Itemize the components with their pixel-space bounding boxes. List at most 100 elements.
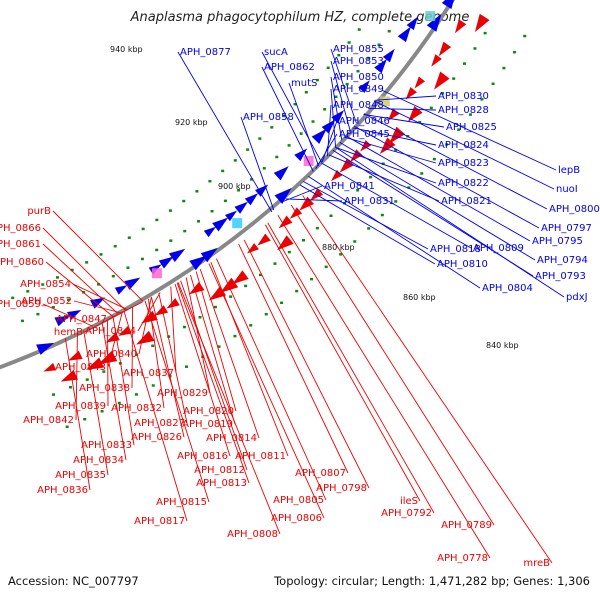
forward-gene-label: APH_0797 xyxy=(541,223,592,234)
tick-dot xyxy=(155,248,159,252)
reverse-gene-label: APH_0805 xyxy=(273,495,324,506)
leader-line xyxy=(151,297,185,438)
forward-gene-label: APH_0848 xyxy=(333,100,384,111)
reverse-gene-label: APH_0792 xyxy=(381,508,432,519)
reverse-gene-label: APH_0844 xyxy=(85,326,136,337)
tick-dot xyxy=(334,95,338,99)
reverse-gene-arrow xyxy=(85,357,105,371)
forward-gene-label: APH_0855 xyxy=(333,44,384,55)
tick-dot xyxy=(111,274,115,278)
reverse-gene-label: APH_0839 xyxy=(55,401,106,412)
reverse-gene-arrow xyxy=(256,233,272,246)
reverse-gene-label: hemB xyxy=(54,327,83,338)
reverse-gene-label: APH_0807 xyxy=(295,468,346,479)
leader-line xyxy=(83,330,109,476)
leader-line xyxy=(84,314,118,333)
tick-dot xyxy=(213,305,217,309)
leader-line xyxy=(174,283,231,457)
tick-dot xyxy=(293,102,297,106)
leader-line xyxy=(339,141,536,261)
reverse-gene-arrow xyxy=(438,41,452,57)
leader-line xyxy=(158,293,188,424)
tick-dot xyxy=(99,253,103,256)
reverse-gene-arrow xyxy=(42,362,57,372)
reverse-gene-label: mreB xyxy=(523,558,550,569)
reverse-gene-arrow xyxy=(219,277,239,294)
tick-dot xyxy=(52,393,56,396)
reverse-gene-label: APH_0813 xyxy=(196,478,247,489)
leader-line xyxy=(290,204,495,526)
forward-gene-arrow xyxy=(234,201,249,215)
reverse-gene-label: APH_0798 xyxy=(316,483,367,494)
reverse-gene-label: APH_0826 xyxy=(131,432,182,443)
leader-line xyxy=(199,268,260,439)
reverse-gene-label: APH_0814 xyxy=(206,433,257,444)
tick-dot xyxy=(55,276,59,279)
forward-gene-arrow xyxy=(273,165,290,181)
tick-dot xyxy=(480,98,484,101)
tick-dot xyxy=(315,226,319,230)
tick-dot xyxy=(262,167,266,170)
accession-label: Accession: NC_007797 xyxy=(8,574,139,588)
tick-dot xyxy=(356,69,360,73)
forward-gene-arrow xyxy=(406,15,419,31)
rna-feature-block xyxy=(379,96,390,107)
tick-dot xyxy=(183,229,187,233)
forward-gene-label: APH_0800 xyxy=(549,204,600,215)
reverse-gene-label: APH_0808 xyxy=(227,529,278,540)
leader-line-layer xyxy=(42,48,565,564)
coordinate-tick-label: 840 kbp xyxy=(486,341,519,350)
leader-line xyxy=(42,243,119,315)
tick-dot xyxy=(452,77,456,80)
forward-gene-label: APH_0850 xyxy=(333,72,384,83)
leader-line xyxy=(363,113,445,128)
forward-gene-label: APH_0823 xyxy=(438,158,489,169)
tick-dot xyxy=(407,186,411,189)
tick-dot xyxy=(36,312,40,316)
tick-dot xyxy=(233,334,237,338)
tick-dot xyxy=(367,56,371,60)
leader-line xyxy=(330,76,343,141)
tick-dot xyxy=(182,199,186,203)
tick-dot xyxy=(282,114,286,118)
forward-gene-arrow xyxy=(188,255,208,271)
leader-line xyxy=(147,298,165,409)
forward-gene-arrow xyxy=(203,226,217,238)
tick-dot xyxy=(429,106,433,110)
tick-dot xyxy=(141,227,145,231)
reverse-gene-arrow xyxy=(67,350,83,361)
tick-dot xyxy=(233,159,237,162)
reverse-gene-arrow xyxy=(433,71,450,91)
leader-line xyxy=(208,263,325,519)
reverse-gene-label: APH_0852 xyxy=(21,296,72,307)
tick-dot xyxy=(198,315,202,319)
forward-gene-label: APH_0845 xyxy=(339,129,390,140)
tick-dot xyxy=(134,393,138,396)
reverse-gene-label: APH_0789 xyxy=(441,520,492,531)
tick-dot xyxy=(295,289,299,293)
tick-dot xyxy=(127,236,131,239)
leader-line xyxy=(42,227,127,311)
forward-gene-arrow xyxy=(114,284,129,296)
leader-line xyxy=(190,274,236,425)
forward-gene-arrow xyxy=(158,256,175,269)
reverse-gene-label: purB xyxy=(27,206,51,217)
forward-gene-arrow xyxy=(274,187,293,205)
leader-line xyxy=(328,154,440,202)
leader-line xyxy=(330,60,351,131)
forward-gene-arrow xyxy=(357,79,371,94)
tick-dot xyxy=(347,41,351,44)
coordinate-tick-label: 920 kbp xyxy=(175,118,208,127)
leader-line xyxy=(288,82,319,166)
tick-dot xyxy=(356,189,360,192)
reverse-gene-label: APH_0829 xyxy=(157,388,208,399)
tick-dot xyxy=(229,295,233,298)
tick-dot xyxy=(369,175,373,179)
forward-gene-label: APH_0853 xyxy=(333,56,384,67)
feature-layer xyxy=(35,0,490,382)
reverse-gene-label: APH_0806 xyxy=(271,513,322,524)
reverse-gene-label: APH_0837 xyxy=(123,368,174,379)
leader-line xyxy=(374,95,437,101)
reverse-gene-label: APH_0842 xyxy=(23,415,74,426)
